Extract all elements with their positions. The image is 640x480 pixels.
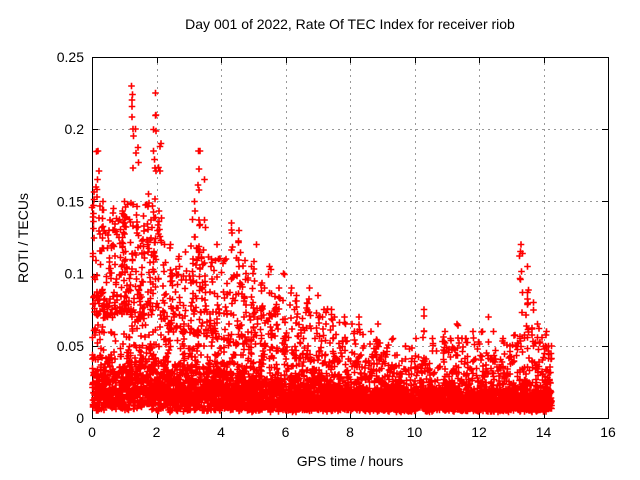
x-tick-label: 16 — [600, 424, 616, 440]
grid-lines — [92, 57, 608, 418]
x-tick-label: 12 — [471, 424, 487, 440]
x-tick-label: 2 — [153, 424, 161, 440]
y-tick-label: 0.05 — [57, 338, 84, 354]
y-tick-label: 0.2 — [65, 121, 85, 137]
roti-data-points — [88, 82, 555, 416]
data-points-layer — [88, 82, 555, 416]
x-tick-label: 6 — [282, 424, 290, 440]
x-axis-label: GPS time / hours — [297, 453, 404, 469]
y-tick-label: 0.25 — [57, 49, 84, 65]
tick-labels: 0 2 4 6 8 10 12 14 16 0 0.05 0.1 0.15 0.2 0.25 — [57, 49, 616, 440]
x-tick-label: 4 — [217, 424, 225, 440]
x-tick-label: 10 — [407, 424, 423, 440]
y-tick-label: 0 — [76, 410, 84, 426]
x-tick-label: 8 — [346, 424, 354, 440]
y-axis-label: ROTI / TECUs — [15, 193, 31, 283]
y-tick-label: 0.1 — [65, 266, 85, 282]
chart-title: Day 001 of 2022, Rate Of TEC Index for r… — [185, 16, 515, 32]
x-tick-label: 14 — [536, 424, 552, 440]
y-tick-label: 0.15 — [57, 193, 84, 209]
x-tick-label: 0 — [88, 424, 96, 440]
